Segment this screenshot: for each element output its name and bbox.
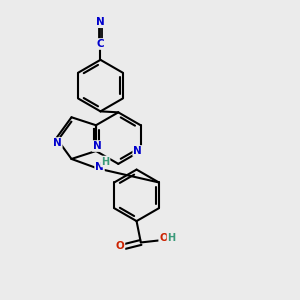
Text: N: N	[53, 138, 62, 148]
Text: O: O	[159, 233, 168, 244]
Text: C: C	[97, 39, 104, 49]
Text: H: H	[101, 157, 110, 166]
Text: H: H	[167, 232, 175, 242]
Text: N: N	[95, 162, 104, 172]
Text: N: N	[96, 17, 105, 27]
Text: N: N	[133, 146, 142, 156]
Text: O: O	[116, 242, 124, 251]
Text: N: N	[93, 141, 101, 151]
